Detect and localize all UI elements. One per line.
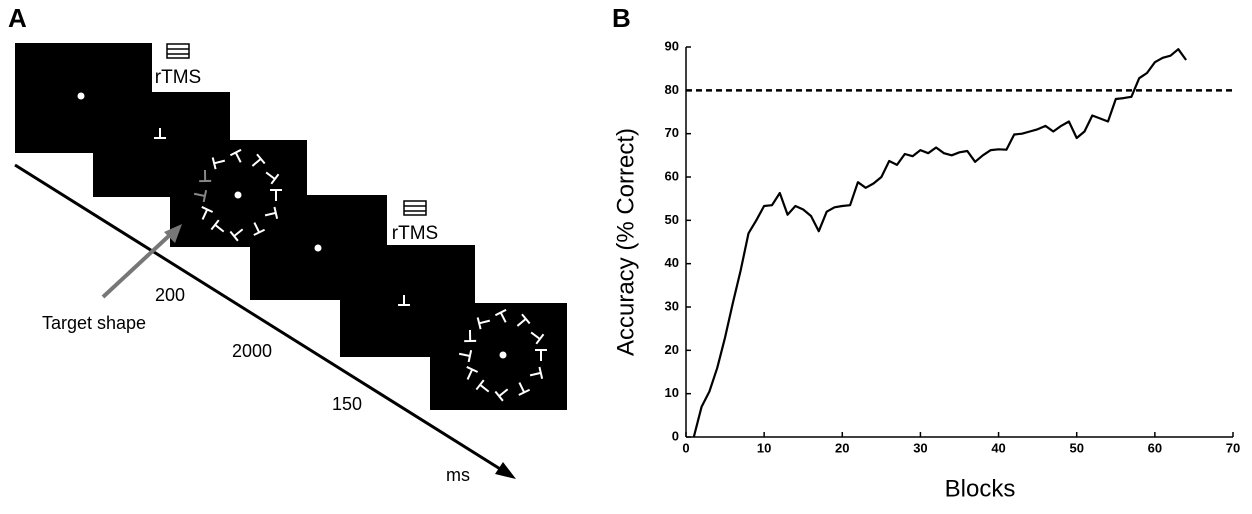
x-tick-label: 30 [913,440,927,455]
fixation-dot [314,244,322,252]
t-shape [464,329,477,343]
t-shape [251,153,266,167]
search-array [193,148,282,242]
search-array [458,308,547,402]
y-axis-label: Accuracy (% Correct) [612,128,639,356]
t-shape [494,388,509,402]
t-shape [466,366,479,380]
t-shape [229,148,242,163]
x-tick-label: 70 [1226,440,1240,455]
y-tick-label: 70 [665,125,679,140]
y-tick-label: 80 [665,82,679,97]
t-shape [264,206,279,219]
t-shape [211,157,226,170]
x-tick-label: 0 [682,440,689,455]
t-shape [229,228,244,242]
target-label: Target shape [42,313,146,333]
t-shape [265,171,280,185]
y-tick-label: 10 [665,385,679,400]
t-shape [270,189,282,201]
duration-label: 200 [155,285,185,305]
t-shape [253,222,266,236]
panel-label: B [612,3,631,33]
t-shape [518,382,531,396]
data-line [692,48,1187,438]
t-shape [475,379,490,393]
rtms-label: rTMS [155,67,201,88]
y-tick-label: 20 [665,342,679,357]
time-arrow [14,163,506,474]
rtms-label: rTMS [392,223,438,244]
t-shape [476,317,491,330]
t-shape [201,206,214,220]
t-shape [530,331,545,345]
x-tick-label: 10 [757,440,771,455]
y-tick-label: 90 [665,38,679,53]
panel-label: A [8,3,27,33]
t-shape [210,219,225,233]
t-shape [193,189,208,203]
frame [430,303,567,410]
t-shape [535,349,547,361]
x-tick-label: 50 [1069,440,1083,455]
coil-icon [166,43,427,216]
t-shape [516,313,531,327]
x-axis-label: Blocks [945,475,1016,502]
fixation-dot [77,92,85,100]
y-tick-label: 60 [665,168,679,183]
target-arrow [101,231,174,299]
t-shape [529,366,544,379]
y-tick-label: 40 [665,255,679,270]
duration-label: 2000 [232,341,272,361]
fixation-dot [499,351,507,359]
fixation-dot [234,191,242,199]
t-shape [458,349,473,363]
frames [15,43,567,410]
t-shape [199,169,212,183]
y-tick-label: 0 [672,428,679,443]
t-cue [398,295,410,306]
x-tick-label: 60 [1148,440,1162,455]
y-tick-label: 30 [665,298,679,313]
arrow-head [495,462,516,479]
duration-label: 150 [332,394,362,414]
y-tick-label: 50 [665,212,679,227]
x-tick-label: 40 [991,440,1005,455]
t-shape [494,308,507,323]
time-unit: ms [446,465,470,485]
x-tick-label: 20 [835,440,849,455]
t-cue [154,128,166,139]
arrow-head [164,224,182,243]
